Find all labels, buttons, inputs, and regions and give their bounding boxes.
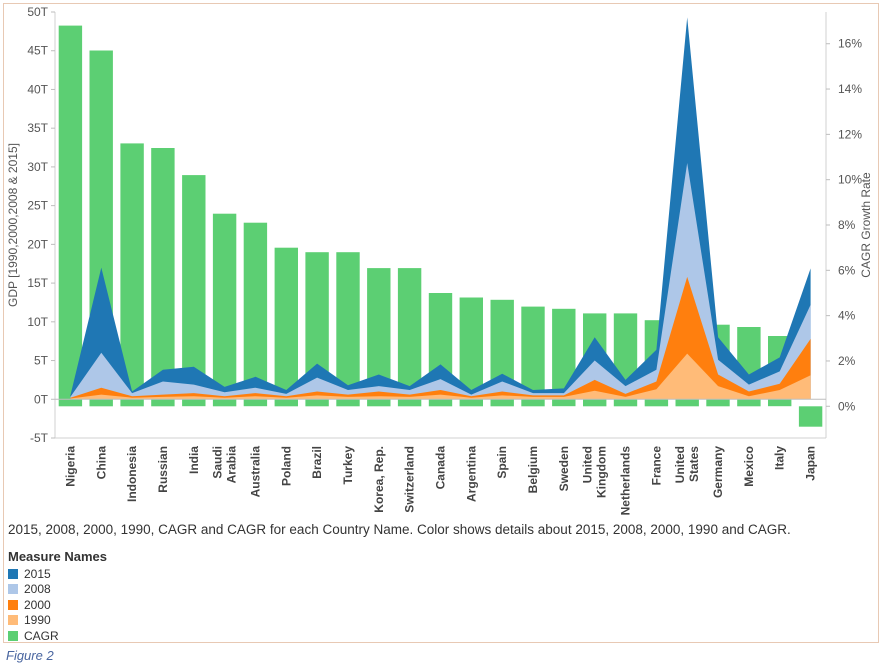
y-tick-label: 0T [34, 392, 49, 406]
legend-swatch [8, 630, 18, 641]
axes: -5T 0T 5T 10T 15T 20T 25T 30T 35T 40T 45T 50T 0% 2% 4%… [6, 5, 873, 515]
y2-tick-label: 10% [838, 173, 862, 187]
legend: Measure Names 2015 2008 2000 1990 CAGR [8, 549, 107, 644]
y-tick-label: 5T [34, 354, 49, 368]
bar-cagr-6 [243, 222, 268, 407]
x-tick-label: China [94, 446, 108, 480]
chart-canvas: -5T 0T 5T 10T 15T 20T 25T 30T 35T 40T 45T 50T 0% 2% 4%… [6, 5, 873, 515]
y-tick-label: 10T [27, 315, 48, 329]
y-tick-label: 50T [27, 5, 48, 19]
bar-cagr-24 [798, 406, 823, 427]
x-tick-label: Netherlands [619, 446, 633, 515]
legend-item-cagr[interactable]: CAGR [8, 628, 107, 644]
y2-tick-label: 8% [838, 218, 856, 232]
x-tick-label: Switzerland [403, 446, 417, 513]
x-tick-label: Kingdom [595, 446, 609, 498]
y-tick-label: -5T [30, 431, 49, 445]
y2-axis-title: CAGR Growth Rate [859, 172, 873, 278]
y2-tick-label: 12% [838, 127, 862, 141]
x-tick-label: India [187, 446, 201, 474]
y-axis-title: GDP [1990,2000,2008 & 2015] [6, 143, 20, 307]
y-tick-label: 30T [27, 160, 48, 174]
legend-swatch [8, 584, 18, 595]
area-2015 [70, 17, 811, 400]
x-tick-label: Poland [279, 446, 293, 486]
y2-tick-label: 2% [838, 354, 856, 368]
legend-title: Measure Names [8, 549, 107, 564]
x-tick-label: Germany [711, 446, 725, 498]
legend-label: CAGR [24, 628, 59, 643]
area-2008 [70, 163, 811, 400]
legend-swatch [8, 615, 18, 626]
y-tick-label: 20T [27, 237, 48, 251]
bar-cagr-5 [212, 213, 237, 407]
bar-cagr-11 [397, 268, 422, 407]
y2-tick-label: 16% [838, 37, 862, 51]
y2-tick-label: 0% [838, 399, 856, 413]
bar-cagr-3 [151, 148, 175, 407]
x-tick-label: Australia [249, 446, 263, 498]
x-tick-label: Canada [434, 446, 448, 490]
area-2000 [70, 276, 811, 400]
x-tick-label: France [649, 446, 663, 486]
x-tick-label: Argentina [464, 446, 478, 502]
legend-item-1990[interactable]: 1990 [8, 613, 107, 629]
legend-label: 2008 [24, 582, 51, 597]
x-tick-label: Arabia [225, 446, 239, 484]
legend-label: 1990 [24, 613, 51, 628]
bar-cagr-9 [336, 252, 360, 407]
x-tick-label: United [581, 446, 595, 483]
legend-item-2015[interactable]: 2015 [8, 566, 107, 582]
x-tick-label: Nigeria [63, 446, 77, 487]
x-tick-label: United [673, 446, 687, 483]
x-tick-label: Spain [495, 446, 509, 479]
bar-cagr-13 [459, 297, 483, 407]
x-tick-label: Italy [773, 446, 787, 470]
y-tick-label: 15T [27, 276, 48, 290]
bar-cagr-15 [521, 306, 545, 407]
bar-cagr-0 [58, 25, 83, 407]
bar-cagr-10 [367, 268, 391, 407]
area-1990 [70, 353, 811, 400]
chart-caption: 2015, 2008, 2000, 1990, CAGR and CAGR fo… [8, 522, 791, 537]
x-tick-label: States [687, 446, 701, 482]
bar-cagr-4 [182, 175, 206, 407]
x-tick-label: Saudi [211, 446, 225, 479]
legend-label: 2015 [24, 566, 51, 581]
x-tick-label: Turkey [341, 446, 355, 485]
bar-cagr-2 [120, 143, 144, 407]
x-tick-label: Belgium [526, 446, 540, 493]
x-tick-label: Sweden [557, 446, 571, 491]
y2-tick-label: 6% [838, 263, 856, 277]
y2-tick-label: 4% [838, 309, 856, 323]
legend-item-2008[interactable]: 2008 [8, 582, 107, 598]
legend-item-2000[interactable]: 2000 [8, 597, 107, 613]
x-tick-label: Mexico [742, 446, 756, 487]
y-tick-label: 35T [27, 121, 48, 135]
x-tick-label: Korea, Rep. [372, 446, 386, 513]
x-tick-label: Russian [156, 446, 170, 493]
x-tick-label: Brazil [310, 446, 324, 479]
legend-swatch [8, 568, 18, 579]
y2-tick-label: 14% [838, 82, 862, 96]
legend-label: 2000 [24, 597, 51, 612]
x-tick-label: Indonesia [125, 446, 139, 502]
chart-frame [3, 3, 879, 643]
y-tick-label: 40T [27, 82, 48, 96]
x-tick-label: Japan [804, 446, 818, 481]
bar-cagr-7 [274, 247, 298, 407]
legend-swatch [8, 599, 18, 610]
y-tick-label: 45T [27, 44, 48, 58]
y-tick-label: 25T [27, 199, 48, 213]
figure-label: Figure 2 [6, 648, 54, 663]
gdp-areas [70, 17, 811, 400]
